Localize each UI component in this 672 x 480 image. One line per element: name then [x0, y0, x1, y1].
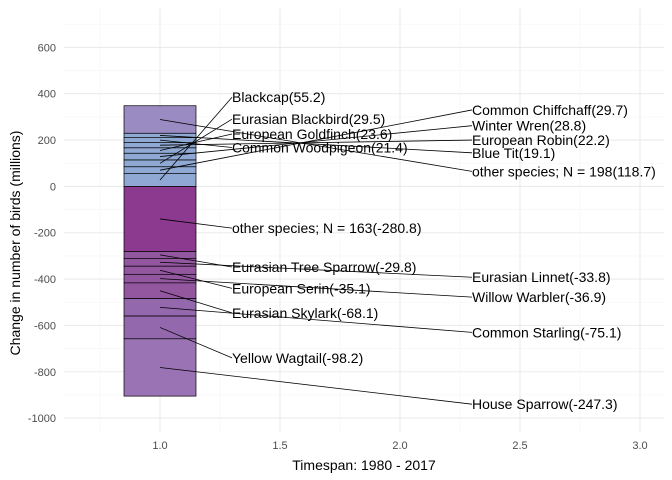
segment-label: Eurasian Tree Sparrow(-29.8) — [232, 259, 416, 275]
leader-line — [159, 306, 473, 333]
segment-labels: Blackcap(55.2) Common Chiffchaff(29.7) Eur… — [232, 89, 656, 412]
y-tick-label: -400 — [34, 274, 56, 286]
y-tick-label: -600 — [34, 320, 56, 332]
segment-label: Eurasian Skylark(-68.1) — [232, 305, 378, 321]
y-tick-label: 600 — [38, 42, 56, 54]
y-tick-label: -200 — [34, 228, 56, 240]
leader-line — [159, 135, 473, 154]
x-axis-title: Timespan: 1980 - 2017 — [292, 457, 436, 473]
stacked-bar — [123, 105, 197, 397]
leader-line — [159, 218, 233, 229]
segment-label: other species; N = 198(118.7) — [472, 163, 656, 179]
segment-label: Willow Warbler(-36.9) — [472, 289, 606, 305]
segment-label: Common Starling(-75.1) — [472, 324, 621, 340]
segment-label: European Goldfinch(23.6) — [232, 126, 392, 142]
y-tick-label: 0 — [50, 181, 56, 193]
segment-label: European Serin(-35.1) — [232, 280, 371, 296]
segment-label: Common Chiffchaff(29.7) — [472, 102, 628, 118]
leader-line — [159, 109, 473, 171]
leader-line — [159, 139, 233, 148]
y-axis-ticks: 600 400 200 0 -200 -400 -600 -800 -1000 — [28, 42, 56, 425]
leader-line — [159, 367, 473, 405]
y-tick-label: 400 — [38, 89, 56, 101]
leader-line — [159, 119, 473, 172]
segment-label: European Robin(22.2) — [472, 132, 610, 148]
y-tick-label: 200 — [38, 135, 56, 147]
segment-label: Common Woodpigeon(21.4) — [232, 139, 408, 155]
leader-lines — [159, 96, 473, 405]
x-axis-ticks: 1.0 1.5 2.0 2.5 3.0 — [152, 440, 647, 452]
segment-label: Yellow Wagtail(-98.2) — [232, 350, 363, 366]
leader-line — [159, 133, 233, 151]
segment-label: Blackcap(55.2) — [232, 89, 325, 105]
segment-label: House Sparrow(-247.3) — [472, 396, 618, 412]
leader-line — [159, 118, 233, 164]
segment-label: other species; N = 163(-280.8) — [232, 220, 422, 236]
segment-label: Winter Wren(28.8) — [472, 118, 586, 134]
y-tick-label: -1000 — [28, 413, 56, 425]
leader-line — [159, 261, 473, 278]
x-tick-label: 1.5 — [272, 440, 287, 452]
segment-label: Eurasian Linnet(-33.8) — [472, 269, 611, 285]
bar-segment — [123, 298, 197, 317]
x-tick-label: 2.5 — [512, 440, 527, 452]
leader-line — [159, 269, 233, 289]
x-tick-label: 1.0 — [152, 440, 167, 452]
segment-label: Blue Tit(19.1) — [472, 145, 555, 161]
leader-line — [159, 278, 473, 298]
leader-line — [159, 96, 233, 181]
segment-label: Eurasian Blackbird(29.5) — [232, 111, 385, 127]
bar-segment — [123, 265, 197, 275]
x-tick-label: 2.0 — [392, 440, 407, 452]
y-axis-title: Change in number of birds (millions) — [7, 131, 23, 356]
leader-line — [159, 327, 233, 359]
leader-line — [159, 139, 473, 146]
x-tick-label: 3.0 — [632, 440, 647, 452]
y-tick-label: -800 — [34, 367, 56, 379]
leader-line — [159, 290, 233, 314]
leader-line — [159, 125, 473, 157]
